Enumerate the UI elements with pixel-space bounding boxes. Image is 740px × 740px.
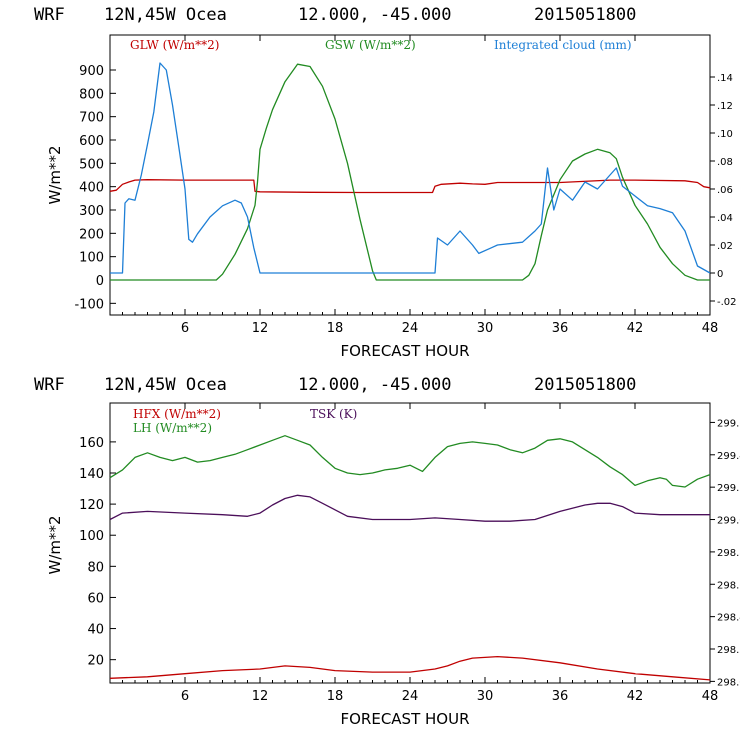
y-tick-label: 40	[87, 623, 104, 638]
panel-radiation-cloud: WRF 12N,45W Ocea 12.000, -45.000 2015051…	[34, 5, 737, 360]
y2-tick-label: 298.4	[717, 613, 740, 624]
series-line-tsk	[109, 494, 710, 522]
y2-tick-label: .14	[717, 73, 733, 84]
x-tick-label: 18	[327, 689, 344, 704]
x-tick-label: 48	[702, 321, 719, 336]
y-tick-label: 60	[87, 591, 104, 606]
x-tick-label: 48	[702, 689, 719, 704]
x-axis-label: FORECAST HOUR	[340, 710, 469, 728]
y2-tick-label: 298.2	[717, 645, 740, 656]
panel-surface-fluxes: WRF 12N,45W Ocea 12.000, -45.000 2015051…	[34, 375, 740, 728]
header-init-time: 2015051800	[534, 5, 636, 25]
y2-tick-label: .10	[717, 129, 733, 140]
x-tick-label: 36	[552, 689, 569, 704]
x-tick-label: 42	[627, 689, 644, 704]
y2-tick-label: -.02	[717, 297, 737, 308]
y-tick-label: 80	[87, 560, 104, 575]
x-tick-label: 6	[181, 689, 189, 704]
x-tick-label: 18	[327, 321, 344, 336]
y-tick-label: 20	[87, 654, 104, 669]
y-tick-label: 700	[79, 111, 104, 126]
legend-gsw: GSW (W/m**2)	[325, 38, 416, 52]
series-line-glw	[109, 179, 711, 194]
y-tick-label: 0	[96, 274, 104, 289]
y2-tick-label: 298.8	[717, 548, 740, 559]
y2-tick-label: .02	[717, 241, 733, 252]
x-tick-label: 24	[402, 689, 419, 704]
header-coordinates: 12.000, -45.000	[298, 5, 452, 25]
y-tick-label: 600	[79, 134, 104, 149]
y-tick-label: 160	[79, 436, 104, 451]
y-tick-label: 100	[79, 529, 104, 544]
header-coordinates: 12.000, -45.000	[298, 375, 452, 395]
y-axis-label: W/m**2	[46, 145, 64, 204]
header-init-time: 2015051800	[534, 375, 636, 395]
y2-tick-label: 299.0	[717, 516, 740, 527]
y-tick-label: 200	[79, 227, 104, 242]
y2-tick-label: 0	[717, 269, 723, 280]
plot-frame-bottom	[109, 402, 711, 684]
legend-lh: LH (W/m**2)	[133, 421, 212, 435]
x-tick-label: 12	[252, 689, 269, 704]
x-tick-label: 12	[252, 321, 269, 336]
y-tick-label: 300	[79, 204, 104, 219]
legend-glw: GLW (W/m**2)	[130, 38, 219, 52]
y2-tick-label: .06	[717, 185, 733, 196]
header-location: 12N,45W Ocea	[104, 5, 227, 25]
y2-tick-label: 299.4	[717, 451, 740, 462]
legend-hfx: HFX (W/m**2)	[133, 407, 221, 421]
y-tick-label: 120	[79, 498, 104, 513]
series-line-gsw	[110, 63, 710, 281]
x-tick-label: 42	[627, 321, 644, 336]
legend-cloud: Integrated cloud (mm)	[494, 38, 632, 52]
y-tick-label: 500	[79, 157, 104, 172]
x-axis-label: FORECAST HOUR	[340, 342, 469, 360]
y-tick-label: 100	[79, 251, 104, 266]
x-tick-label: 24	[402, 321, 419, 336]
y-axis-label: W/m**2	[46, 515, 64, 574]
y2-tick-label: 299.6	[717, 418, 740, 429]
y2-tick-label: 298.0	[717, 677, 740, 688]
x-tick-label: 6	[181, 321, 189, 336]
y2-tick-label: 298.6	[717, 580, 740, 591]
header-model: WRF	[34, 375, 65, 395]
y-tick-label: -100	[74, 297, 104, 312]
y-tick-label: 900	[79, 64, 104, 79]
header-location: 12N,45W Ocea	[104, 375, 227, 395]
legend-tsk: TSK (K)	[310, 407, 357, 421]
x-tick-label: 36	[552, 321, 569, 336]
y2-tick-label: .04	[717, 213, 733, 224]
y2-tick-label: .12	[717, 101, 733, 112]
y-tick-label: 800	[79, 87, 104, 102]
y2-tick-label: .08	[717, 157, 733, 168]
series-line-lh	[109, 435, 711, 488]
x-tick-label: 30	[477, 321, 494, 336]
y-tick-label: 400	[79, 181, 104, 196]
series-line-integrated	[110, 62, 711, 274]
series-line-hfx	[109, 655, 711, 681]
x-tick-label: 30	[477, 689, 494, 704]
y2-tick-label: 299.2	[717, 483, 740, 494]
header-model: WRF	[34, 5, 65, 25]
y-tick-label: 140	[79, 467, 104, 482]
